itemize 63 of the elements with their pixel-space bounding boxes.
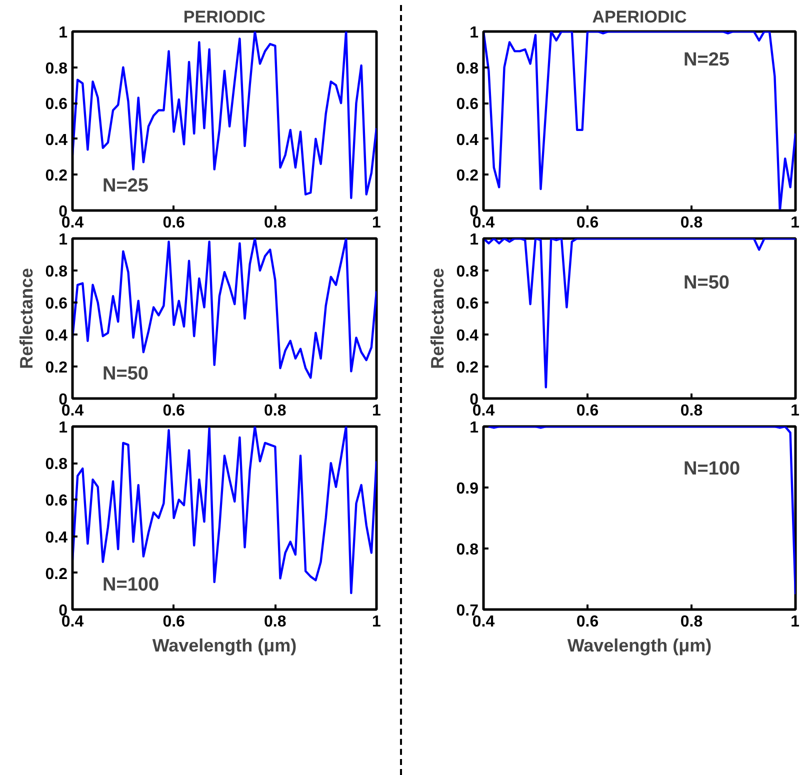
y-tick-label: 0.4 (456, 328, 479, 344)
line-series (72, 238, 376, 379)
x-tick-label: 0.8 (680, 614, 703, 630)
y-tick-label: 0.4 (45, 132, 68, 149)
x-tick-label: 0.6 (576, 402, 599, 420)
y-tick-label: 1 (470, 420, 479, 436)
y-tick-label: 0.8 (456, 542, 479, 558)
line-series (72, 32, 376, 200)
x-tick-label: 0.8 (680, 214, 703, 232)
annotation: N=50 (684, 272, 730, 294)
x-tick-label: 1 (790, 614, 800, 630)
annotation: N=50 (102, 364, 148, 384)
y-tick-label: 1 (470, 232, 479, 248)
y-tick-label: 0.9 (456, 480, 479, 498)
x-tick-label: 0.6 (576, 614, 599, 630)
y-tick-label: 0.8 (45, 60, 68, 78)
y-tick-label: 1 (470, 24, 479, 42)
y-tick-label: 0.4 (45, 328, 68, 344)
line-series (72, 426, 376, 594)
x-axis-title: Wavelength (μm) (567, 636, 712, 656)
y-tick-label: 0.6 (45, 296, 68, 312)
x-tick-label: 0.6 (576, 214, 599, 232)
chart-title: APERIODIC (592, 8, 687, 26)
x-tick-label: 1 (372, 214, 382, 232)
y-tick-label: 0.4 (456, 132, 479, 149)
y-tick-label: 0.2 (45, 168, 68, 185)
line-series (484, 238, 796, 388)
x-tick-label: 0.6 (162, 614, 186, 630)
y-tick-label: 0.2 (456, 360, 479, 376)
x-tick-label: 0.8 (680, 402, 703, 420)
y-axis-title: Reflectance (16, 268, 36, 370)
y-tick-label: 0.4 (45, 529, 68, 546)
x-tick-label: 1 (372, 402, 382, 420)
annotation: N=100 (102, 574, 160, 596)
y-tick-label: 0.2 (45, 360, 68, 376)
x-tick-label: 0.6 (162, 402, 186, 420)
y-tick-label: 1 (58, 24, 68, 42)
y-tick-label: 0.6 (45, 492, 68, 510)
y-tick-label: 0.8 (456, 264, 479, 280)
y-tick-label: 1 (58, 232, 68, 248)
x-tick-label: 0.8 (264, 614, 286, 630)
x-tick-label: 0.6 (162, 214, 186, 232)
x-tick-label: 0.8 (264, 214, 286, 232)
x-axis-title: Wavelength (μm) (152, 636, 297, 656)
y-tick-label: 0.8 (45, 264, 68, 280)
y-tick-label: 0.2 (456, 168, 479, 185)
x-tick-label: 0.8 (264, 402, 286, 420)
y-tick-label: 0.8 (456, 60, 479, 78)
line-series (484, 32, 796, 210)
annotation: N=100 (684, 458, 740, 480)
y-tick-label: 0.8 (45, 456, 68, 474)
x-tick-label: 1 (790, 214, 800, 232)
y-tick-label: 0.6 (45, 96, 68, 114)
x-tick-label: 1 (372, 614, 382, 630)
annotation: N=25 (102, 176, 149, 196)
y-tick-label: 0.6 (456, 96, 479, 114)
y-tick-label: 0.6 (456, 296, 479, 312)
y-axis-title: Reflectance (427, 268, 448, 370)
annotation: N=25 (684, 50, 730, 70)
y-tick-label: 0.2 (45, 566, 68, 583)
chart-title: PERIODIC (183, 8, 266, 26)
y-tick-label: 1 (58, 420, 68, 436)
x-tick-label: 1 (790, 402, 800, 420)
